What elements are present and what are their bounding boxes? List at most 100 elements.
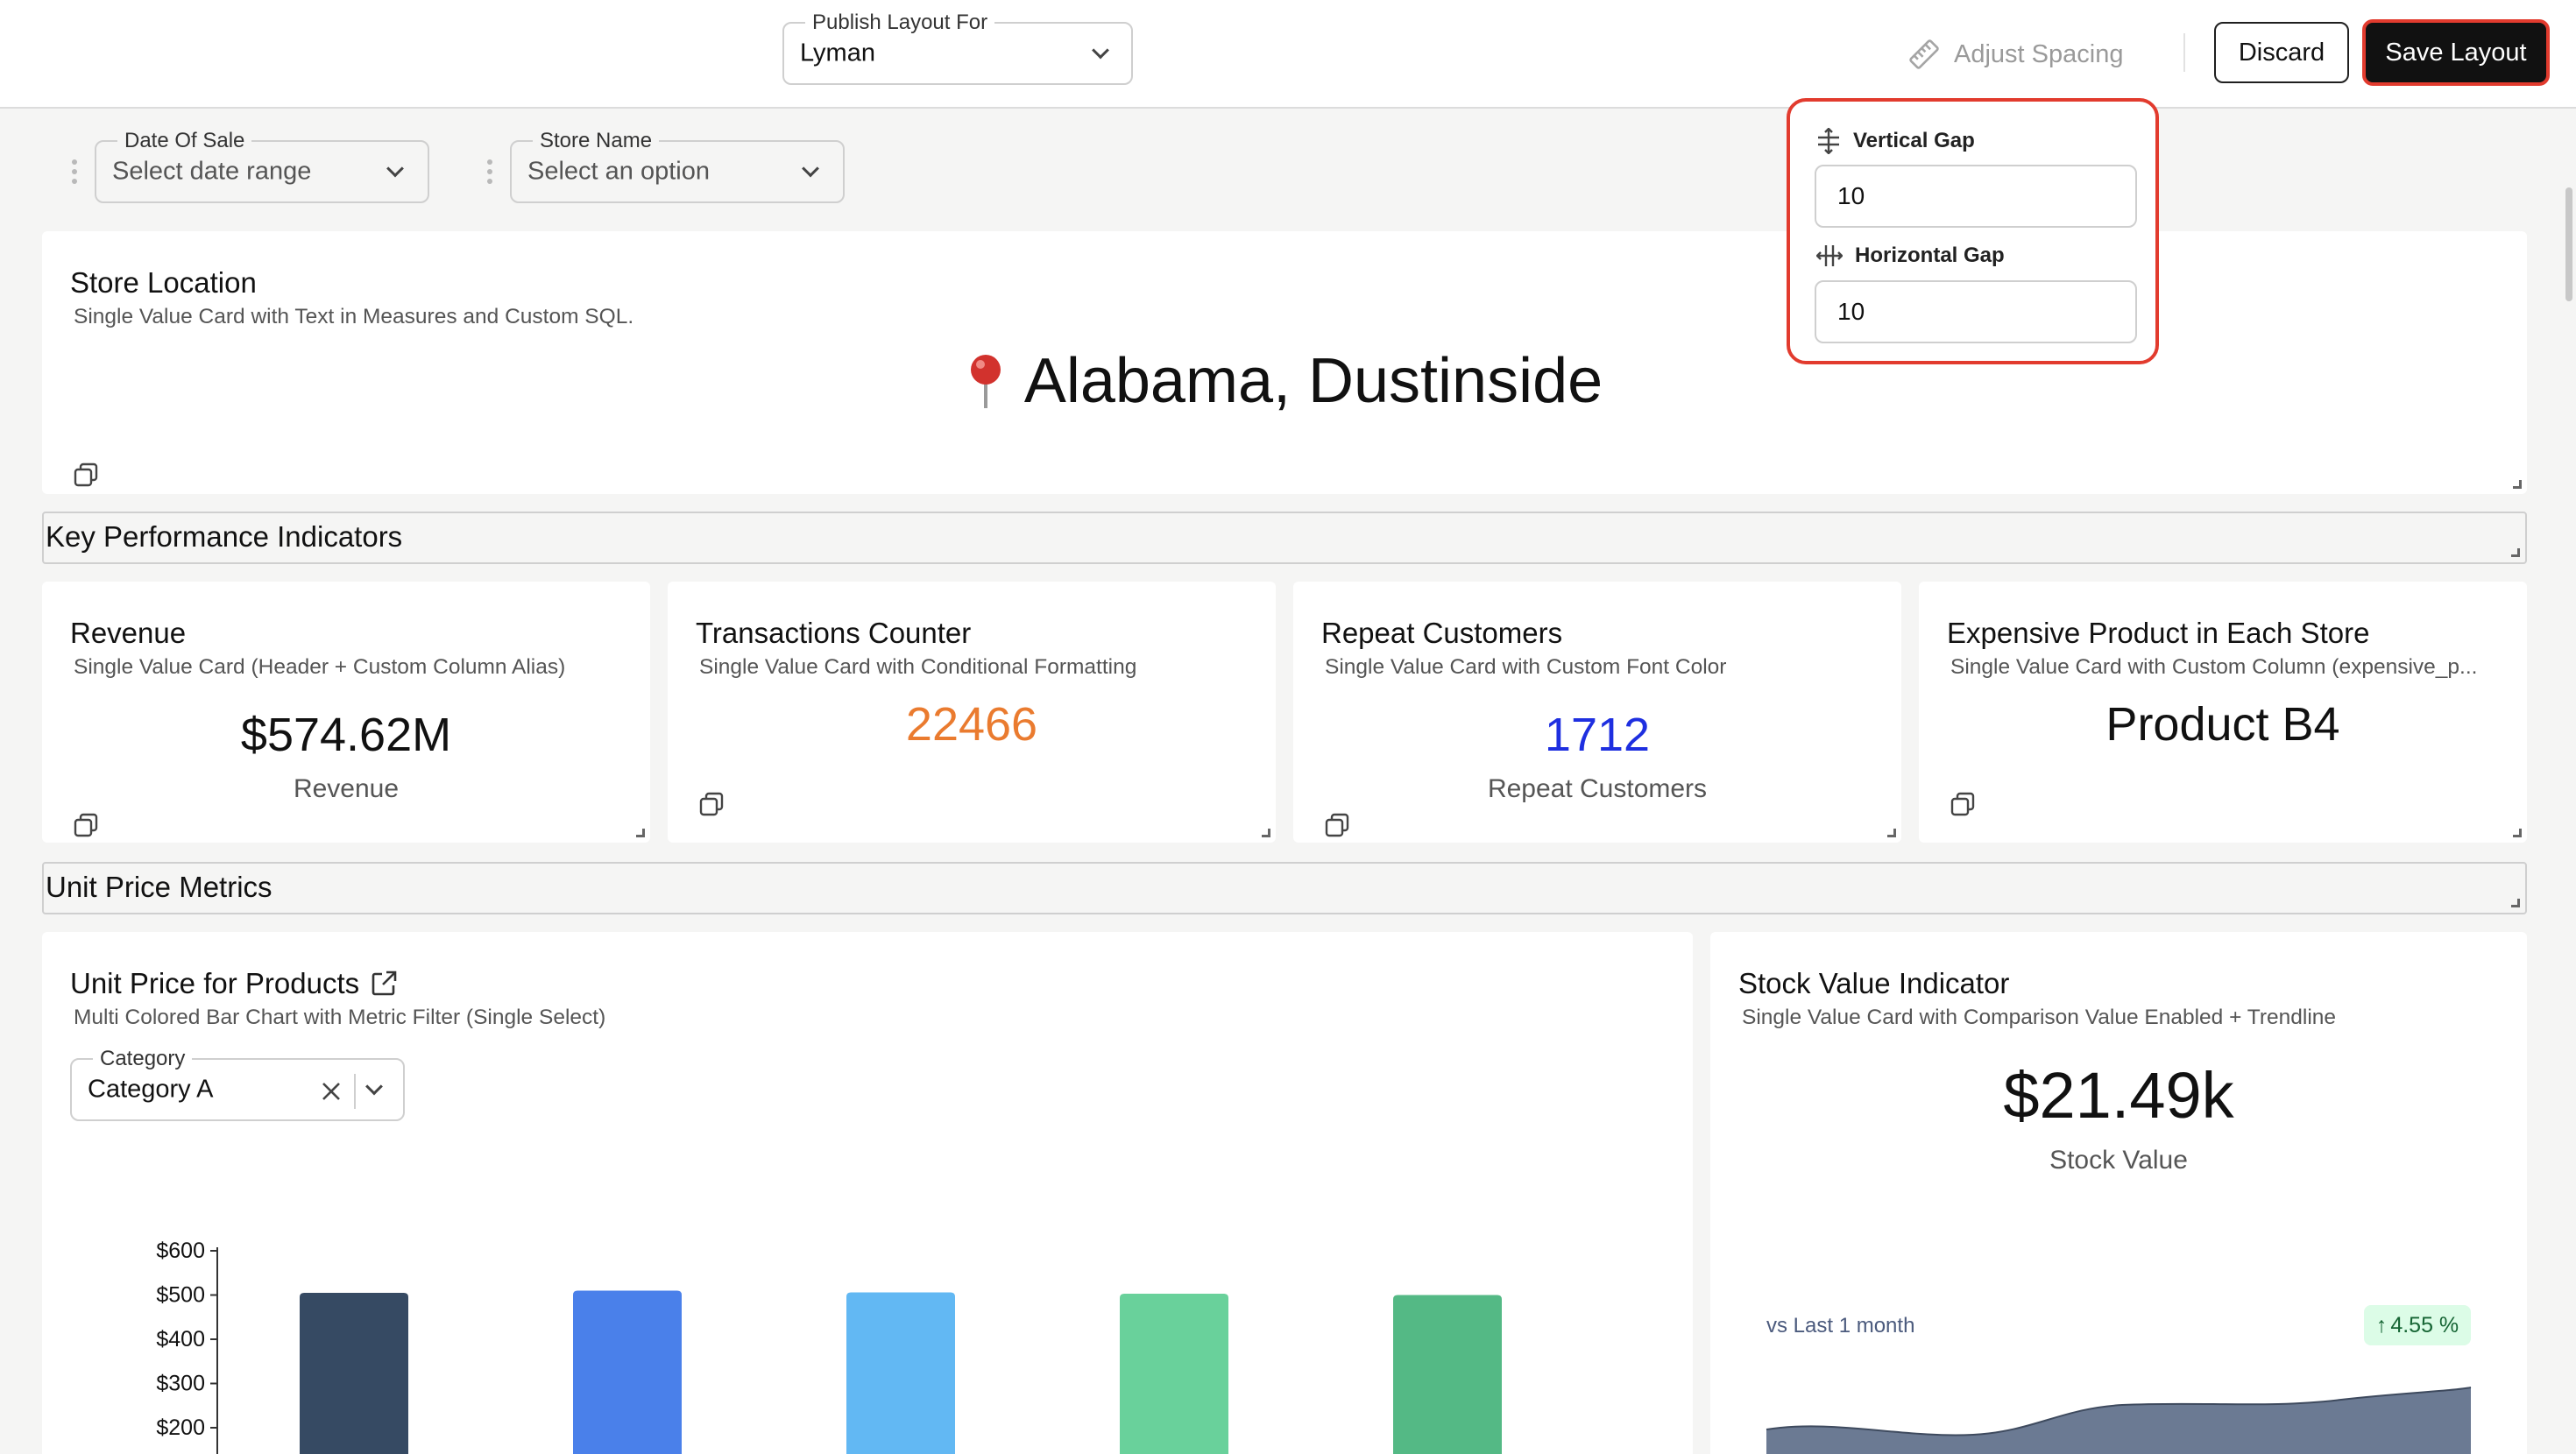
duplicate-icon[interactable] <box>1325 813 1349 837</box>
y-tick-label: $500 <box>156 1283 205 1308</box>
save-layout-button[interactable]: Save Layout <box>2362 19 2550 86</box>
kpi-card-revenue[interactable]: Revenue Single Value Card (Header + Cust… <box>42 582 650 843</box>
card-title: Unit Price for Products <box>70 967 360 999</box>
resize-handle[interactable] <box>2511 548 2520 557</box>
bar[interactable] <box>1120 1293 1228 1454</box>
store-name-placeholder: Select an option <box>527 157 710 186</box>
change-badge: ↑ 4.55 % <box>2364 1305 2471 1345</box>
resize-handle[interactable] <box>2513 480 2522 489</box>
card-subtitle: Single Value Card with Text in Measures … <box>74 305 634 328</box>
category-filter-value: Category A <box>88 1075 214 1104</box>
card-subtitle: Single Value Card with Custom Font Color <box>1325 655 1727 679</box>
adjust-spacing-button[interactable]: Adjust Spacing <box>1908 35 2123 74</box>
store-location-value-row: Alabama, Dustinside <box>42 345 2527 417</box>
spacing-popover: Vertical Gap 10 Horizontal Gap 10 <box>1787 98 2159 364</box>
category-filter-label: Category <box>93 1047 193 1071</box>
publish-layout-value: Lyman <box>800 39 875 67</box>
y-tick-label: $300 <box>156 1372 205 1396</box>
horizontal-gap-label-row: Horizontal Gap <box>1816 244 2005 268</box>
top-bar: Publish Layout For Lyman Adjust Spacing … <box>0 0 2576 109</box>
comparison-label: vs Last 1 month <box>1766 1314 1915 1338</box>
select-divider <box>354 1074 356 1109</box>
filter-drag-handle[interactable] <box>487 159 494 188</box>
stock-value: $21.49k <box>2003 1059 2234 1132</box>
card-subtitle: Multi Colored Bar Chart with Metric Filt… <box>74 1006 606 1029</box>
chevron-down-icon <box>386 159 404 178</box>
store-name-filter[interactable]: Store Name Select an option <box>510 129 845 203</box>
pushpin-icon <box>970 355 1001 408</box>
kpi-value: $574.62M <box>240 709 452 761</box>
discard-button[interactable]: Discard <box>2214 22 2349 83</box>
toolbar-divider <box>2183 33 2185 72</box>
filter-drag-handle[interactable] <box>72 159 79 188</box>
section-header-kpi[interactable]: Key Performance Indicators <box>42 512 2527 564</box>
trendline <box>1766 1387 2472 1454</box>
stock-value-card[interactable]: Stock Value Indicator Single Value Card … <box>1710 932 2527 1454</box>
y-tick-label: $600 <box>156 1239 205 1263</box>
section-title: Key Performance Indicators <box>46 520 403 553</box>
card-subtitle: Single Value Card with Comparison Value … <box>1742 1006 2337 1029</box>
card-title: Repeat Customers <box>1321 617 1563 649</box>
chevron-down-icon <box>1092 41 1109 60</box>
card-title: Revenue <box>70 617 187 649</box>
page-scrollbar[interactable] <box>2565 187 2572 301</box>
duplicate-icon[interactable] <box>699 792 724 816</box>
adjust-spacing-label: Adjust Spacing <box>1954 39 2124 68</box>
horizontal-gap-input[interactable]: 10 <box>1815 280 2137 343</box>
date-of-sale-label: Date Of Sale <box>117 129 252 153</box>
date-of-sale-filter[interactable]: Date Of Sale Select date range <box>95 129 429 203</box>
bar[interactable] <box>1393 1295 1502 1454</box>
external-link-icon[interactable] <box>370 970 398 998</box>
duplicate-icon[interactable] <box>74 813 98 837</box>
horizontal-gap-icon <box>1816 245 1843 266</box>
card-title: Transactions Counter <box>696 617 972 649</box>
card-subtitle: Single Value Card (Header + Custom Colum… <box>74 655 566 679</box>
resize-handle[interactable] <box>1262 829 1270 837</box>
duplicate-icon[interactable] <box>74 462 98 487</box>
kpi-value: 22466 <box>905 698 1038 751</box>
clear-icon[interactable] <box>321 1081 342 1102</box>
kpi-value: Product B4 <box>2105 698 2340 751</box>
card-title: Store Location <box>70 266 257 299</box>
bar[interactable] <box>846 1292 955 1454</box>
resize-handle[interactable] <box>1887 829 1896 837</box>
arrow-up-icon: ↑ <box>2375 1312 2388 1338</box>
vertical-gap-input[interactable]: 10 <box>1815 165 2137 228</box>
bar-chart: $600 $500 $400 $300 $200 <box>156 1239 1502 1454</box>
y-tick-label: $400 <box>156 1327 205 1352</box>
section-header-unit-price[interactable]: Unit Price Metrics <box>42 862 2527 914</box>
vertical-gap-label: Vertical Gap <box>1853 129 1975 152</box>
vertical-gap-icon <box>1818 128 1839 154</box>
kpi-card-expensive-product[interactable]: Expensive Product in Each Store Single V… <box>1919 582 2527 843</box>
stock-value-caption: Stock Value <box>2049 1146 2188 1175</box>
card-title: Stock Value Indicator <box>1738 967 2010 999</box>
section-title: Unit Price Metrics <box>46 871 272 903</box>
category-filter-select[interactable]: Category Category A <box>70 1047 405 1121</box>
card-subtitle: Single Value Card with Conditional Forma… <box>699 655 1137 679</box>
publish-layout-label: Publish Layout For <box>805 11 995 35</box>
card-title-row: Unit Price for Products <box>70 967 398 1000</box>
resize-handle[interactable] <box>2511 899 2520 907</box>
change-value: 4.55 % <box>2390 1312 2459 1338</box>
kpi-value: 1712 <box>1544 709 1651 761</box>
unit-price-chart-card[interactable]: Unit Price for Products Multi Colored Ba… <box>42 932 1693 1454</box>
vertical-gap-label-row: Vertical Gap <box>1816 128 1975 154</box>
y-tick-label: $200 <box>156 1415 205 1440</box>
kpi-caption: Revenue <box>293 774 400 803</box>
bar[interactable] <box>573 1290 682 1454</box>
card-title: Expensive Product in Each Store <box>1947 617 2370 649</box>
store-location-value: Alabama, Dustinside <box>1023 346 1603 416</box>
resize-handle[interactable] <box>2513 829 2522 837</box>
card-subtitle: Single Value Card with Custom Column (ex… <box>1950 655 2478 679</box>
bar[interactable] <box>300 1292 408 1454</box>
date-of-sale-placeholder: Select date range <box>112 157 312 186</box>
chevron-down-icon <box>802 159 819 178</box>
duplicate-icon[interactable] <box>1950 792 1975 816</box>
ruler-icon <box>1909 39 1939 69</box>
resize-handle[interactable] <box>636 829 645 837</box>
publish-layout-select[interactable]: Publish Layout For Lyman <box>782 11 1133 85</box>
kpi-card-transactions[interactable]: Transactions Counter Single Value Card w… <box>668 582 1276 843</box>
kpi-card-repeat-customers[interactable]: Repeat Customers Single Value Card with … <box>1293 582 1901 843</box>
store-name-label: Store Name <box>533 129 660 153</box>
horizontal-gap-label: Horizontal Gap <box>1855 244 2005 267</box>
